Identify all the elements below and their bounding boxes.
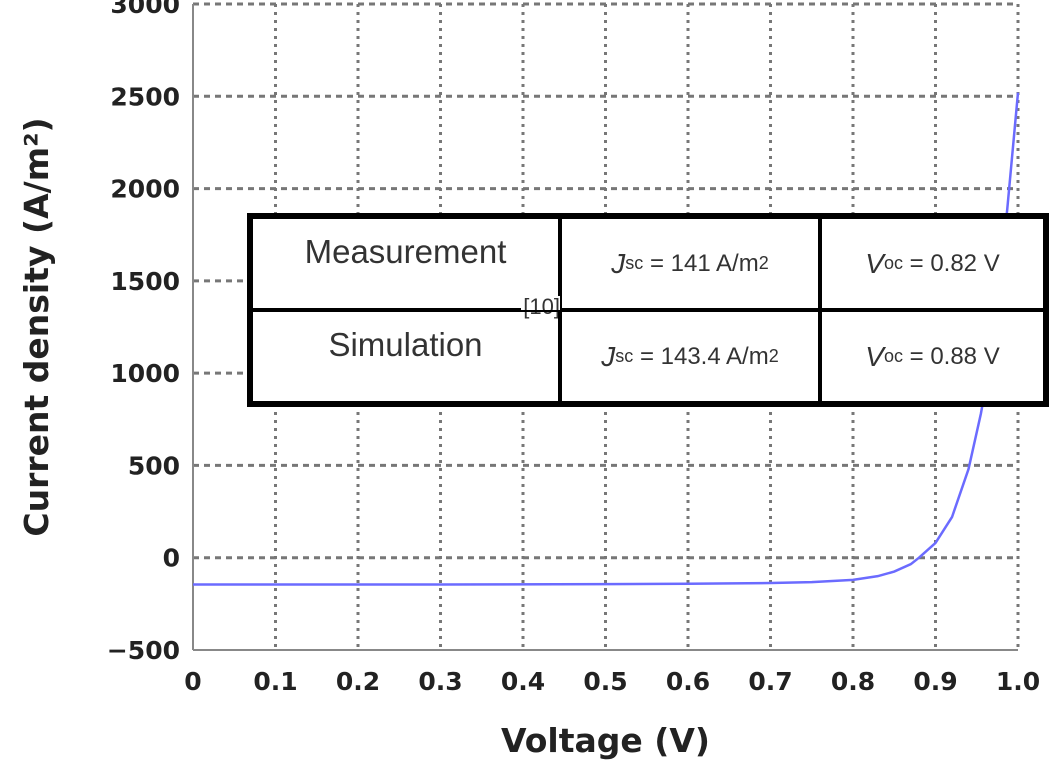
jsc-value: = 143.4 A/m: [639, 342, 769, 370]
voc-symbol: V: [865, 340, 884, 372]
jsc-value: = 141 A/m: [649, 249, 759, 277]
jsc-sup: 2: [758, 253, 769, 273]
label-text: Simulation: [328, 326, 483, 363]
x-tick-label: 0.2: [336, 667, 380, 696]
y-tick-label: 2500: [110, 82, 180, 111]
y-tick-label: 2000: [110, 175, 180, 204]
row-label-measurement: Measurement [10]: [251, 217, 562, 318]
voc-symbol: V: [865, 247, 884, 279]
voc-sub: oc: [883, 253, 903, 273]
x-tick-label: 0: [184, 667, 201, 696]
jsc-sub: sc: [615, 346, 634, 366]
y-tick-label: 0: [163, 544, 180, 573]
x-tick-label: 0.5: [583, 667, 627, 696]
y-tick-label: 1000: [110, 359, 180, 388]
x-tick-label: 0.6: [666, 667, 710, 696]
voc-value: = 0.88 V: [902, 342, 1000, 370]
y-tick-label: 500: [128, 451, 180, 480]
reference: [10]: [521, 294, 562, 319]
y-tick-label: −500: [107, 636, 180, 665]
jsc-sup: 2: [768, 346, 779, 366]
jsc-sub: sc: [625, 253, 644, 273]
x-tick-label: 0.9: [913, 667, 957, 696]
x-tick-label: 0.8: [831, 667, 875, 696]
x-axis-label: Voltage (V): [501, 721, 710, 760]
voc-value: = 0.82 V: [902, 249, 1000, 277]
y-tick-label: 3000: [110, 0, 180, 19]
x-tick-label: 0.4: [501, 667, 545, 696]
voc-sub: oc: [883, 346, 903, 366]
jsc-symbol: J: [611, 247, 626, 279]
jsc-symbol: J: [601, 340, 616, 372]
label-text: Measurement: [304, 233, 507, 270]
x-tick-label: 0.3: [418, 667, 462, 696]
row-label-simulation: Simulation: [251, 310, 560, 403]
y-axis-label: Current density (A/m²): [17, 117, 56, 536]
y-tick-label: 1500: [110, 267, 180, 296]
x-tick-label: 1.0: [996, 667, 1040, 696]
x-tick-label: 0.7: [748, 667, 792, 696]
x-tick-label: 0.1: [253, 667, 297, 696]
